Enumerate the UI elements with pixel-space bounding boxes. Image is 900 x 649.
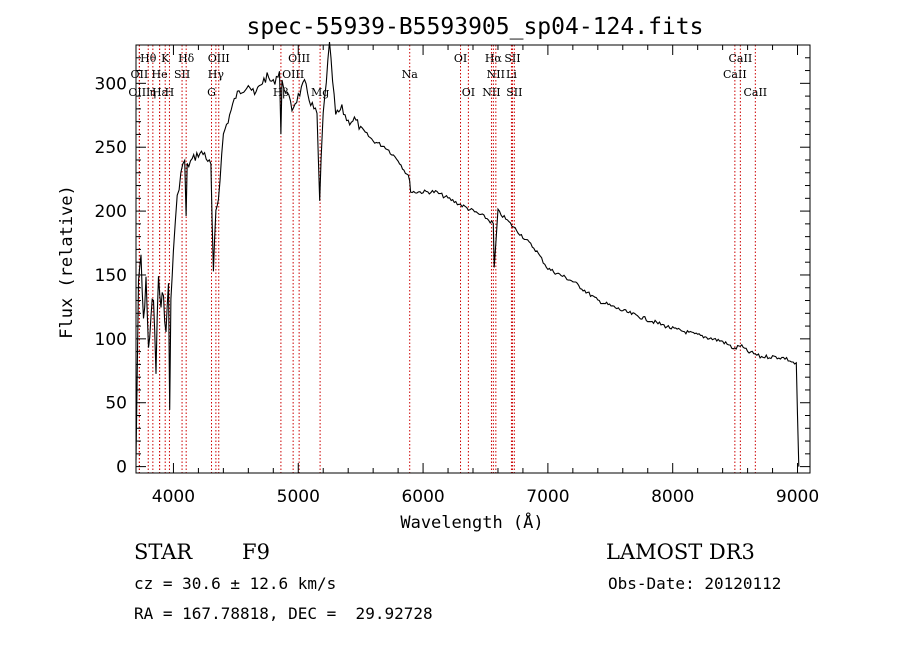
line-label: Hθ [140, 52, 157, 65]
plot-frame [135, 44, 811, 474]
line-label: SII [504, 52, 520, 65]
object-type: STAR [134, 540, 193, 564]
y-tick-label: 0 [116, 458, 127, 478]
observation-date: Obs-Date: 20120112 [608, 574, 782, 593]
line-label: He [152, 68, 168, 81]
line-label: OI [454, 52, 467, 65]
line-label: SII [506, 86, 522, 99]
line-label: Li [506, 68, 517, 81]
line-label: G [207, 86, 216, 99]
line-label: Hε [152, 86, 168, 99]
line-label: Hβ [273, 86, 289, 99]
line-label: H [165, 86, 175, 99]
line-label: Hα [485, 52, 503, 65]
x-tick-label: 5000 [277, 487, 320, 507]
line-label: OI [462, 86, 475, 99]
y-tick-label: 50 [105, 394, 127, 414]
chart-title: spec-55939-B5593905_sp04-124.fits [247, 14, 704, 40]
spectral-subclass: F9 [242, 540, 270, 564]
line-label: CaII [743, 86, 767, 99]
coordinates: RA = 167.78818, DEC = 29.92728 [134, 604, 433, 623]
line-label: CaII [729, 52, 753, 65]
x-tick-label: 7000 [526, 487, 569, 507]
y-axis-ticks: 0 50 100 150 200 250 300 [95, 57, 810, 478]
line-label: OII [131, 68, 149, 81]
spectrum-line [135, 41, 800, 467]
survey-name: LAMOST DR3 [606, 540, 755, 564]
line-label: OIII [288, 52, 310, 65]
line-label: η [150, 86, 157, 99]
line-label: SII [174, 68, 190, 81]
line-label: Hγ [208, 68, 225, 81]
line-label: K [161, 52, 170, 65]
line-label: CaII [723, 68, 747, 81]
spectral-line-markers [138, 45, 756, 473]
redshift-velocity: cz = 30.6 ± 12.6 km/s [134, 574, 337, 593]
x-axis-ticks: 4000 5000 6000 7000 8000 9000 [152, 45, 819, 507]
line-label: OIII [208, 52, 230, 65]
x-tick-label: 8000 [651, 487, 694, 507]
y-axis-label: Flux (relative) [57, 185, 77, 339]
y-tick-label: 250 [95, 138, 127, 158]
line-label: NII [487, 68, 505, 81]
line-label: OIII [282, 68, 304, 81]
line-label: Hδ [178, 52, 195, 65]
x-axis-label: Wavelength (Å) [400, 511, 543, 533]
y-tick-label: 300 [95, 74, 127, 94]
line-label: Mg [311, 86, 329, 99]
line-label: NII [482, 86, 500, 99]
x-tick-label: 9000 [776, 487, 819, 507]
y-tick-label: 100 [95, 330, 127, 350]
y-tick-label: 150 [95, 266, 127, 286]
line-label: Na [402, 68, 419, 81]
x-tick-label: 6000 [401, 487, 444, 507]
y-tick-label: 200 [95, 202, 127, 222]
line-label: OIII [128, 86, 150, 99]
x-tick-label: 4000 [152, 487, 195, 507]
